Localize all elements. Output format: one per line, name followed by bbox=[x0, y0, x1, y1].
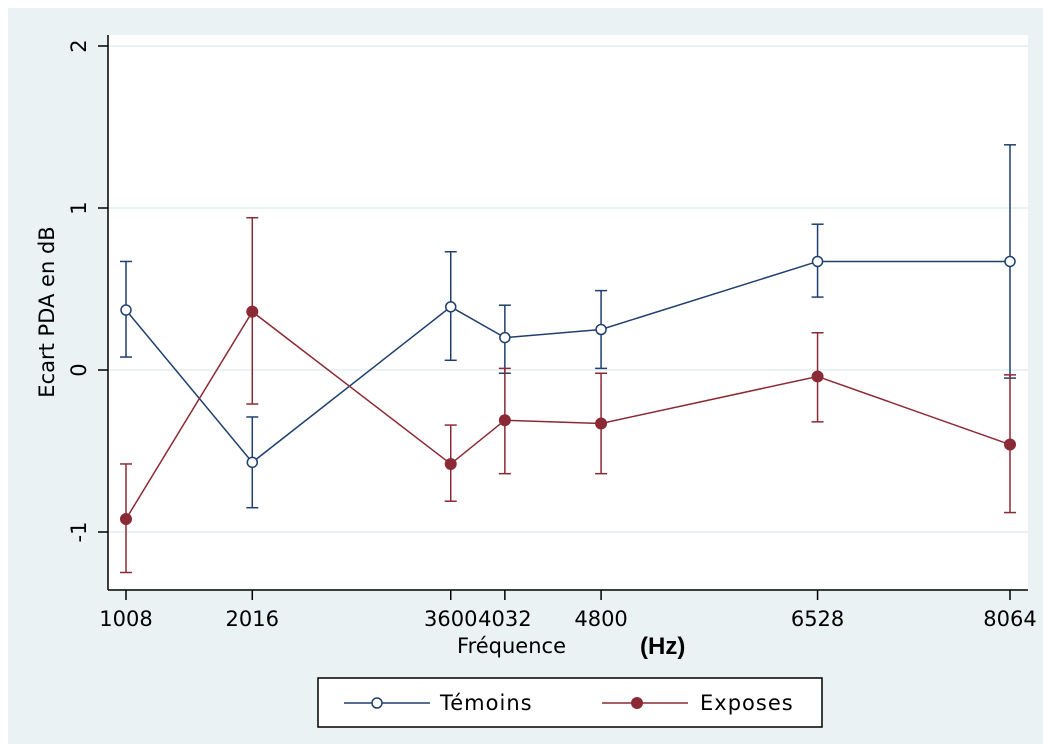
axes-layer bbox=[98, 35, 1028, 600]
data-point-exposes bbox=[120, 513, 132, 526]
x-axis-title-unit: (Hz) bbox=[640, 633, 685, 660]
legend-marker-temoins bbox=[371, 697, 383, 709]
y-tick-label: 2 bbox=[67, 39, 91, 52]
data-point-temoins bbox=[120, 304, 132, 316]
legend-marker-exposes bbox=[631, 697, 643, 709]
y-tick-label: 1 bbox=[67, 201, 91, 214]
y-axis-title: Ecart PDA en dB bbox=[35, 226, 59, 397]
x-tick-label: 4032 bbox=[478, 607, 531, 631]
x-axis-title: Fréquence bbox=[457, 634, 566, 658]
x-tick-label: 3600 bbox=[424, 607, 477, 631]
plot-area bbox=[108, 35, 1028, 590]
y-tick-label: -1 bbox=[67, 522, 91, 543]
data-point-temoins bbox=[246, 456, 259, 469]
data-point-temoins bbox=[595, 323, 607, 336]
y-tick-label: 0 bbox=[67, 363, 91, 376]
legend-label-temoins: Témoins bbox=[439, 691, 533, 715]
x-tick-label: 2016 bbox=[226, 607, 279, 631]
x-tick-label: 4800 bbox=[574, 607, 627, 631]
legend: Témoins Exposes bbox=[317, 677, 823, 728]
legend-label-exposes: Exposes bbox=[700, 691, 794, 715]
data-point-exposes bbox=[444, 457, 457, 470]
data-point-temoins bbox=[444, 301, 457, 313]
data-point-temoins bbox=[1004, 255, 1016, 268]
data-point-exposes bbox=[498, 414, 511, 427]
series-layer bbox=[120, 144, 1016, 574]
data-point-exposes bbox=[811, 370, 824, 383]
x-tick-label: 1008 bbox=[99, 607, 152, 631]
data-point-exposes bbox=[595, 417, 608, 430]
x-tick-label: 6528 bbox=[791, 607, 844, 631]
grid-layer bbox=[108, 45, 1028, 533]
data-point-temoins bbox=[811, 255, 824, 268]
x-tick-label: 8064 bbox=[983, 607, 1036, 631]
data-point-exposes bbox=[246, 305, 259, 318]
data-point-temoins bbox=[499, 331, 511, 344]
labels-layer: Fréquence (Hz) Ecart PDA en dB -1 0 1 2 1008… bbox=[35, 39, 1037, 660]
data-point-exposes bbox=[1004, 438, 1016, 451]
